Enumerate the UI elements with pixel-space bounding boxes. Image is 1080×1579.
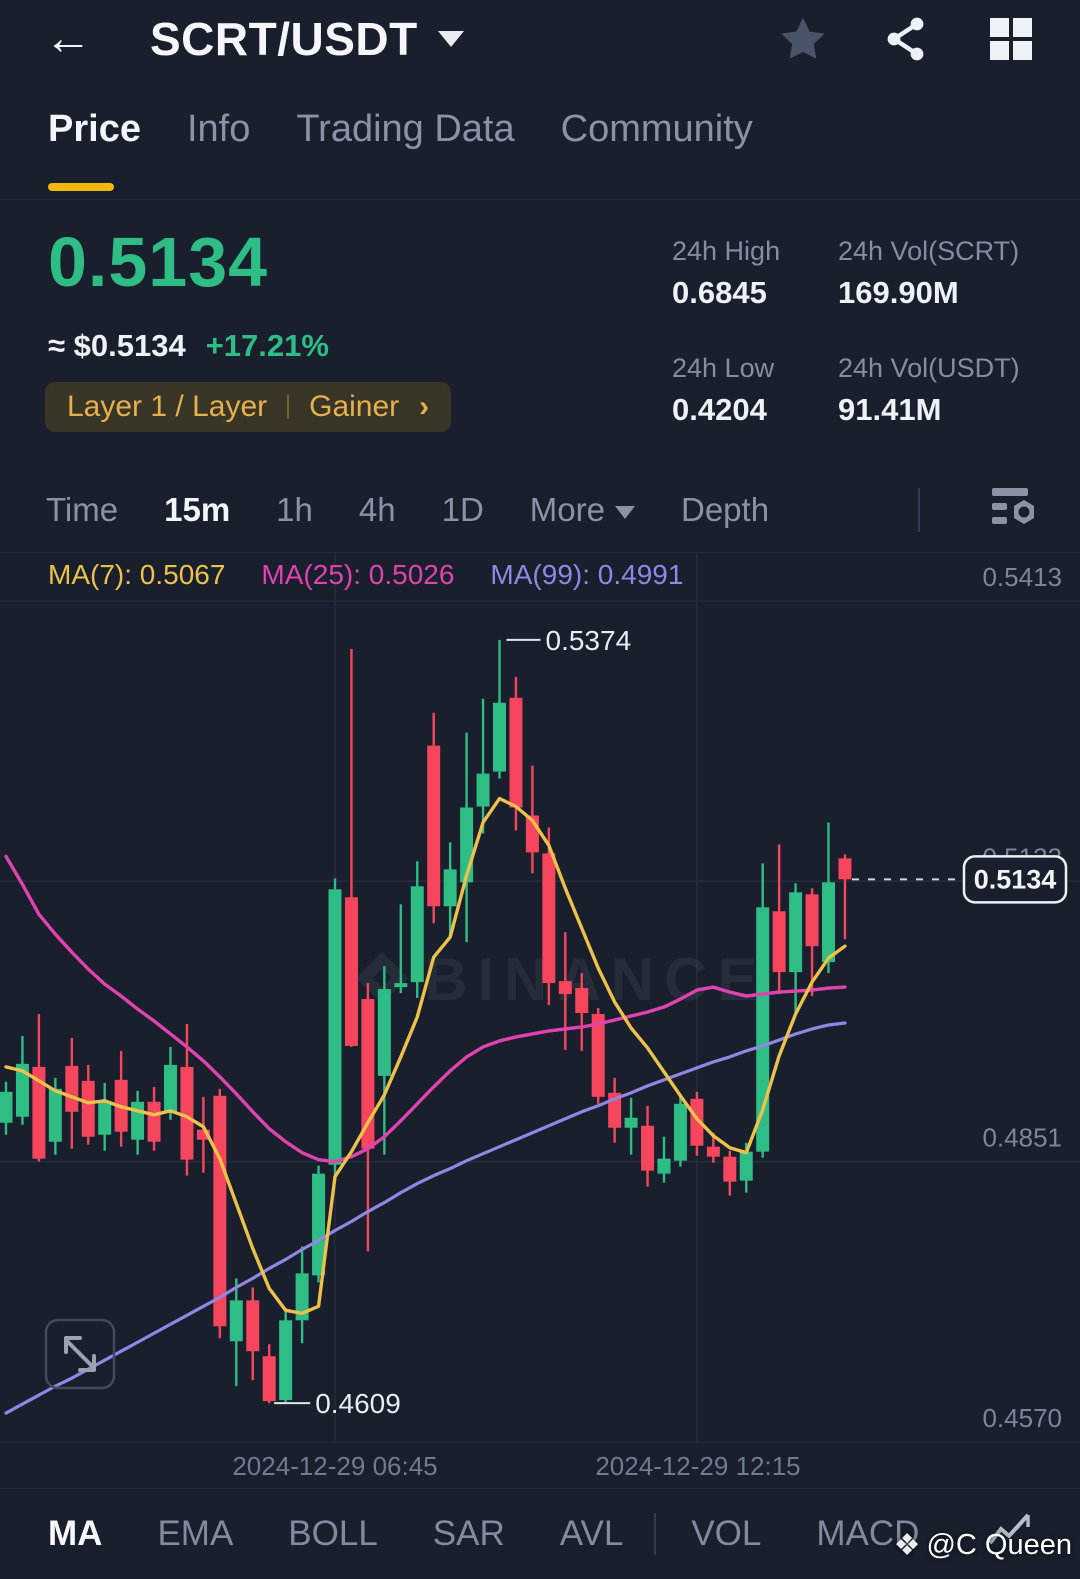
indicator-vol[interactable]: VOL <box>691 1514 762 1553</box>
svg-text:0.4851: 0.4851 <box>982 1123 1062 1153</box>
indicator-macd[interactable]: MACD <box>816 1514 920 1553</box>
tab-community[interactable]: Community <box>560 108 753 150</box>
pair-dropdown-caret-icon[interactable] <box>437 31 464 47</box>
chart-canvas[interactable]: BINANCE0.54130.51320.48510.45700.53740.4… <box>0 553 1080 1443</box>
ma-legend: MA(7): 0.5067 MA(25): 0.5026 MA(99): 0.4… <box>48 559 683 591</box>
indicator-bar: MA EMA BOLL SAR AVL VOL MACD ❖ @C Queen <box>0 1489 1080 1579</box>
kline-chart-icon[interactable] <box>986 1509 1032 1560</box>
indicator-sar[interactable]: SAR <box>432 1514 505 1553</box>
stat-24h-vol-base: 24h Vol(SCRT) 169.90M <box>838 236 1020 310</box>
svg-text:0.5413: 0.5413 <box>982 562 1062 592</box>
token-tags-pill[interactable]: Layer 1 / Layer Gainer › <box>45 382 452 432</box>
last-price-badge: 0.5134 <box>962 855 1068 904</box>
ma7-legend: MA(7): 0.5067 <box>48 559 226 590</box>
price-panel: 0.5134 ≈ $0.5134 +17.21% Layer 1 / Layer … <box>0 200 1080 468</box>
chevron-right-icon: › <box>419 390 430 423</box>
last-price: 0.5134 <box>48 223 269 301</box>
fiat-approx: ≈ $0.5134 +17.21% <box>48 328 329 364</box>
stat-24h-vol-quote: 24h Vol(USDT) 91.41M <box>838 353 1020 427</box>
tag-category: Layer 1 / Layer <box>67 390 268 423</box>
candlestick-chart[interactable]: MA(7): 0.5067 MA(25): 0.5026 MA(99): 0.4… <box>0 553 1080 1443</box>
tag-gainer: Gainer <box>309 390 400 423</box>
svg-text:0.4570: 0.4570 <box>982 1403 1062 1433</box>
toolbar-divider <box>918 488 920 532</box>
svg-text:0.5134: 0.5134 <box>974 864 1057 894</box>
tab-price[interactable]: Price <box>48 108 141 150</box>
layout-grid-icon[interactable] <box>986 14 1036 64</box>
interval-4h[interactable]: 4h <box>358 491 396 528</box>
tab-bar: Price Info Trading Data Community <box>0 78 1080 200</box>
binance-diamond-icon: ❖ <box>893 1529 921 1562</box>
interval-15m[interactable]: 15m <box>164 491 231 528</box>
interval-1d[interactable]: 1D <box>441 491 484 528</box>
indicator-ma[interactable]: MA <box>48 1514 103 1553</box>
stat-24h-high: 24h High 0.6845 <box>672 236 781 310</box>
indicator-divider <box>654 1513 657 1555</box>
active-tab-underline <box>48 183 114 191</box>
tag-divider <box>287 395 290 419</box>
time-axis: 2024-12-29 06:45 2024-12-29 12:15 <box>0 1443 1080 1489</box>
svg-text:0.5374: 0.5374 <box>546 625 632 656</box>
ma25-legend: MA(25): 0.5026 <box>261 559 455 590</box>
interval-more[interactable]: More <box>530 491 635 529</box>
expand-chart-button[interactable] <box>44 1318 116 1390</box>
time-axis-label: 2024-12-29 12:15 <box>595 1451 801 1481</box>
back-button[interactable]: ← <box>44 12 92 65</box>
ma99-legend: MA(99): 0.4991 <box>490 559 684 590</box>
change-percent: +17.21% <box>205 328 329 363</box>
svg-text:0.4609: 0.4609 <box>315 1388 401 1419</box>
favorite-star-icon[interactable] <box>778 14 828 64</box>
tab-trading-data[interactable]: Trading Data <box>296 108 515 150</box>
fiat-approx-value: ≈ $0.5134 <box>48 328 186 363</box>
indicator-settings-icon[interactable] <box>988 484 1040 537</box>
indicator-avl[interactable]: AVL <box>559 1514 624 1553</box>
interval-bar: Time 15m 1h 4h 1D More Depth <box>0 468 1080 553</box>
share-icon[interactable] <box>882 14 932 64</box>
stat-24h-low: 24h Low 0.4204 <box>672 353 775 427</box>
interval-time[interactable]: Time <box>46 491 119 528</box>
stats-grid: 24h High 0.6845 24h Vol(SCRT) 169.90M 24… <box>672 236 1020 428</box>
header: ← SCRT/USDT <box>0 0 1080 78</box>
interval-depth[interactable]: Depth <box>680 491 770 528</box>
time-axis-label: 2024-12-29 06:45 <box>232 1451 438 1481</box>
chevron-down-icon <box>614 505 635 519</box>
watermark-credit: ❖ @C Queen <box>893 1529 1072 1562</box>
indicator-boll[interactable]: BOLL <box>288 1514 378 1553</box>
pair-title[interactable]: SCRT/USDT <box>150 13 418 65</box>
tab-info[interactable]: Info <box>186 108 251 150</box>
svg-text:BINANCE: BINANCE <box>424 946 767 1013</box>
indicator-ema[interactable]: EMA <box>157 1514 234 1553</box>
interval-1h[interactable]: 1h <box>276 491 313 528</box>
